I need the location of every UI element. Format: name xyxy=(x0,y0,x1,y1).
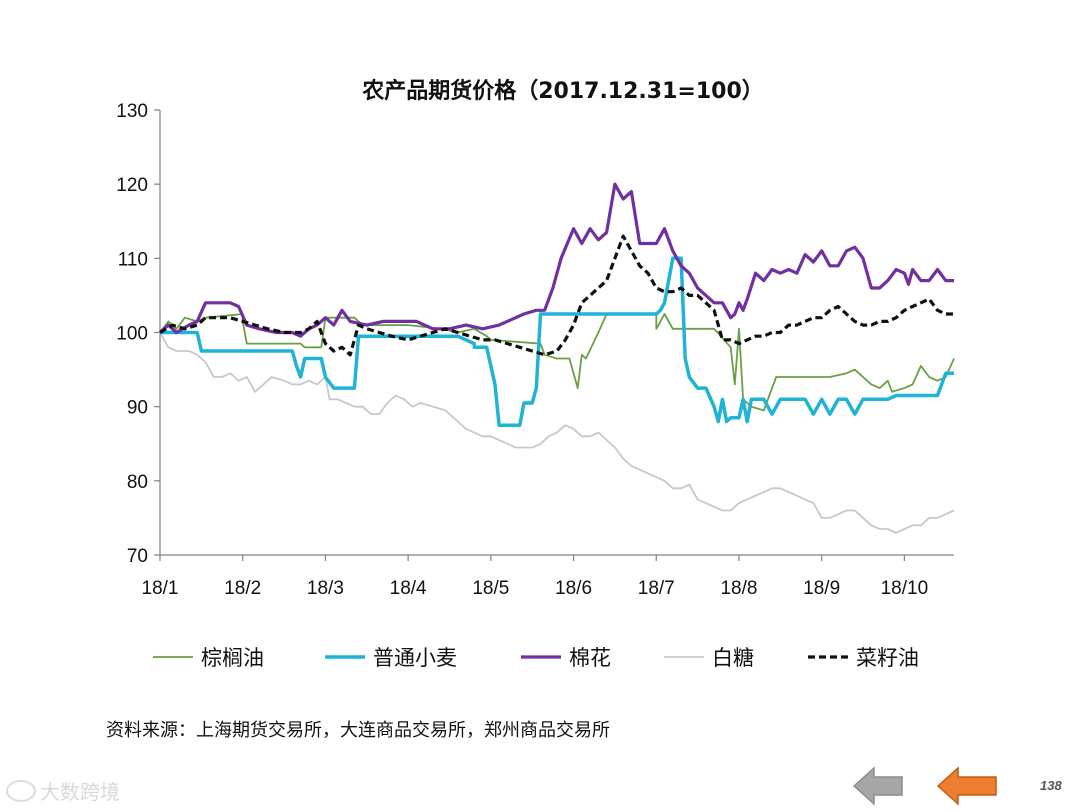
arrow-left-icon xyxy=(852,766,903,806)
arrow-left-icon xyxy=(936,766,997,806)
x-tick-label: 18/6 xyxy=(555,578,592,599)
y-tick-label: 130 xyxy=(116,101,148,122)
x-tick-label: 18/4 xyxy=(390,578,427,599)
legend-label: 白糖 xyxy=(712,646,754,670)
legend: 棕榈油 普通小麦 棉花 白糖 菜籽油 xyxy=(153,646,919,670)
legend-label: 棕榈油 xyxy=(201,646,264,670)
series-line-1 xyxy=(160,256,954,427)
x-tick-label: 18/1 xyxy=(142,578,179,599)
y-tick-label: 110 xyxy=(118,249,148,270)
return-slide-button[interactable] xyxy=(936,766,998,806)
line-chart: 农产品期货价格（2017.12.31=100） 70 80 90 100 110 120 1… xyxy=(116,78,955,670)
watermark: 大数跨境 xyxy=(6,776,120,805)
previous-slide-button[interactable] xyxy=(852,766,904,806)
legend-label: 普通小麦 xyxy=(373,646,457,670)
y-tick-label: 120 xyxy=(116,175,148,196)
page-number: 138 xyxy=(1040,778,1062,793)
x-tick-label: 18/5 xyxy=(472,578,509,599)
series-line-4 xyxy=(159,234,954,357)
chart-title: 农产品期货价格（2017.12.31=100） xyxy=(361,78,764,104)
y-tick-label: 80 xyxy=(127,472,148,493)
x-tick-label: 18/9 xyxy=(803,578,840,599)
source-note: 资料来源：上海期货交易所，大连商品交易所，郑州商品交易所 xyxy=(106,720,610,741)
y-tick-label: 90 xyxy=(127,398,148,419)
x-tick-label: 18/3 xyxy=(307,578,344,599)
x-tick-label: 18/7 xyxy=(638,578,675,599)
x-tick-label: 18/8 xyxy=(720,578,757,599)
series-layer xyxy=(158,182,955,534)
axis-layer: 70 80 90 100 110 120 130 18/1 18/2 18/3 18/4 18/5 18… xyxy=(116,101,954,599)
x-tick-label: 18/10 xyxy=(881,578,929,599)
watermark-logo-icon xyxy=(6,779,36,802)
y-tick-label: 70 xyxy=(127,546,148,567)
y-tick-label: 100 xyxy=(116,324,148,345)
series-line-0 xyxy=(159,313,955,412)
legend-label: 棉花 xyxy=(569,646,611,670)
watermark-text: 大数跨境 xyxy=(40,780,120,804)
series-line-3 xyxy=(159,332,955,534)
legend-label: 菜籽油 xyxy=(856,646,919,670)
x-tick-label: 18/2 xyxy=(224,578,261,599)
